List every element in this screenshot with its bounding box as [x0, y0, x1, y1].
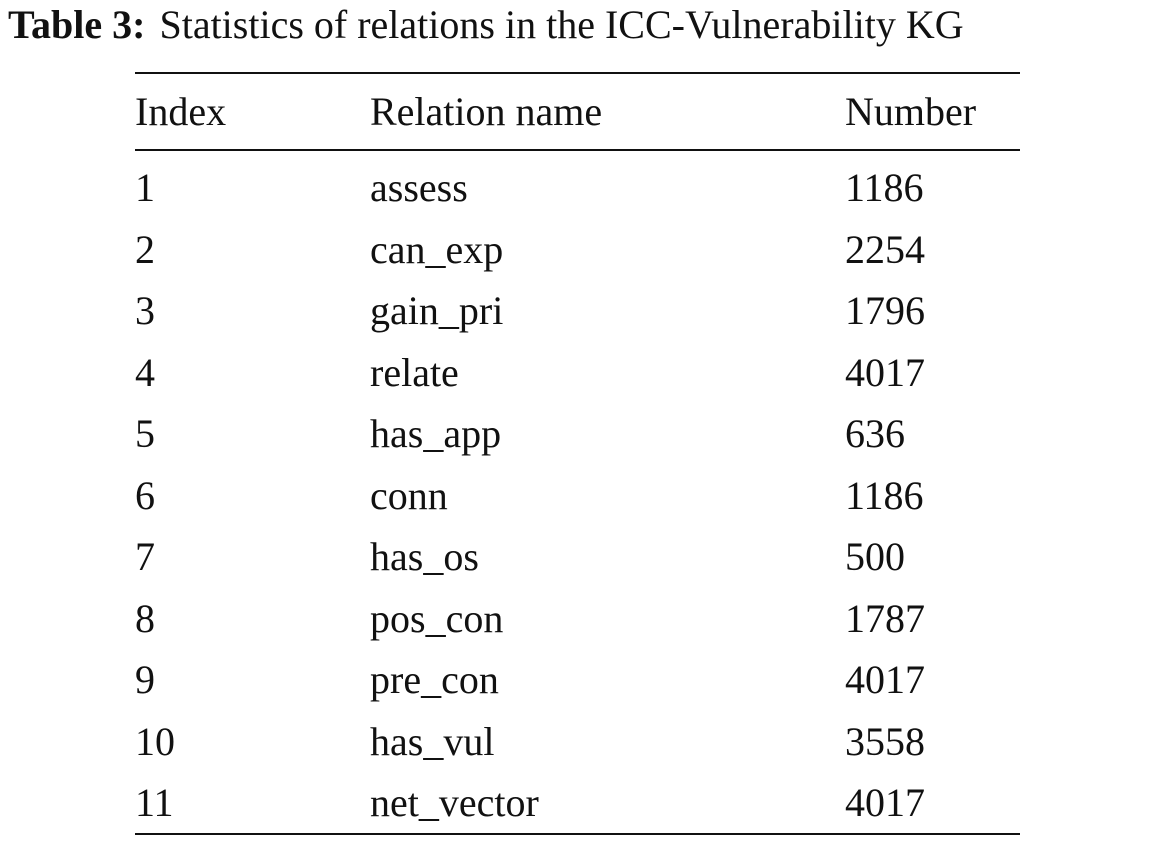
cell: can_exp: [370, 226, 504, 272]
cell: 1796: [845, 288, 925, 333]
header-cell: Index: [135, 89, 227, 134]
cell: 1186: [845, 165, 924, 210]
mid-rule: [135, 149, 1020, 151]
cell: 5: [135, 411, 155, 456]
cell: has_os: [370, 534, 479, 579]
cell: 3: [135, 288, 155, 333]
caption-label: Table 3:: [8, 2, 146, 47]
bottom-rule: [135, 833, 1020, 835]
cell: 7: [135, 534, 155, 579]
cell: 2254: [845, 226, 925, 272]
cell: 500: [845, 534, 905, 579]
cell: 1787: [845, 595, 925, 641]
cell: assess: [370, 165, 468, 210]
cell: 4: [135, 349, 155, 395]
cell: has_app: [370, 411, 502, 456]
cell: 9: [135, 657, 155, 702]
cell: 8: [135, 595, 155, 641]
cell: 4017: [845, 780, 925, 825]
cell: 636: [845, 411, 905, 456]
cell: 1186: [845, 472, 924, 518]
cell: pos_con: [370, 595, 504, 641]
top-rule: [135, 72, 1020, 74]
cell: 3558: [845, 718, 925, 764]
cell: 4017: [845, 349, 925, 395]
caption: Table 3: Statistics of relations in the I…: [8, 0, 964, 50]
header-cell: Relation name: [370, 89, 603, 134]
cell: gain_pri: [370, 288, 504, 333]
cell: pre_con: [370, 657, 499, 702]
header-cell: Number: [845, 89, 977, 134]
cell: relate: [370, 349, 459, 395]
caption-text: Statistics of relations in the ICC-Vulne…: [159, 2, 964, 47]
cell: 2: [135, 226, 155, 272]
cell: has_vul: [370, 718, 495, 764]
cell: net_vector: [370, 780, 539, 825]
cell: conn: [370, 472, 448, 518]
cell: 6: [135, 472, 155, 518]
cell: 1: [135, 165, 155, 210]
cell: 4017: [845, 657, 925, 702]
cell: 10: [135, 718, 175, 764]
cell: 11: [135, 780, 174, 825]
